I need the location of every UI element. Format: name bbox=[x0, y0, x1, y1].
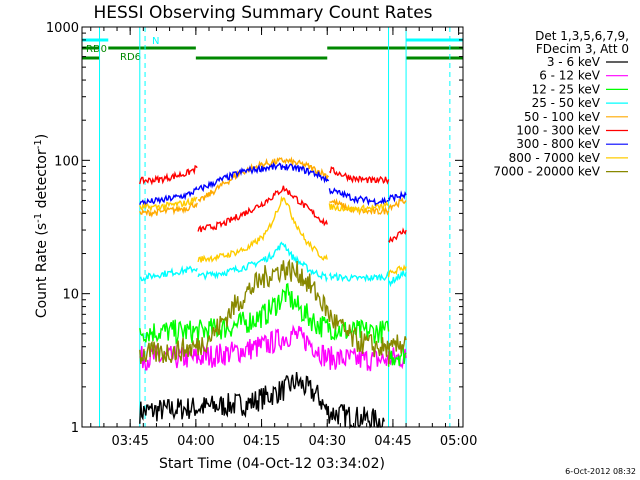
series-line-segment bbox=[328, 270, 390, 283]
series-line-segment bbox=[387, 334, 407, 365]
x-axis-label: Start Time (04-Oct-12 03:34:02) bbox=[159, 456, 385, 472]
y-tick-label: 100 bbox=[54, 154, 79, 169]
orbit-boundary-layer bbox=[99, 27, 451, 427]
flag-n: N bbox=[82, 36, 463, 47]
y-axis-label-exponent-1: -1 bbox=[33, 213, 44, 223]
flag-rd6: RD6 bbox=[82, 52, 463, 63]
series-25-50kev bbox=[139, 241, 407, 288]
flag-label: RD0 bbox=[86, 44, 107, 55]
series-line-segment bbox=[139, 258, 390, 365]
x-tick-label: 04:15 bbox=[243, 434, 280, 449]
x-tick-label: 05:00 bbox=[440, 434, 477, 449]
legend-entry-label: 800 - 7000 keV bbox=[509, 151, 601, 165]
flag-layer: N RD0 RD6 bbox=[82, 36, 463, 63]
generation-timestamp: 6-Oct-2012 08:32 bbox=[565, 467, 636, 476]
series-800-7000kev bbox=[139, 195, 407, 278]
series-line-segment bbox=[139, 282, 390, 345]
series-line-segment bbox=[387, 190, 407, 203]
y-tick-label: 10 bbox=[62, 288, 79, 303]
legend-entry-label: 3 - 6 keV bbox=[547, 55, 601, 69]
series-line-segment bbox=[139, 265, 198, 283]
series-3-6kev bbox=[139, 372, 385, 430]
y-tick-label: 1 bbox=[71, 421, 79, 436]
y-axis-label-end: ) bbox=[34, 134, 50, 139]
y-axis-label-exponent-2: -1 bbox=[33, 139, 44, 149]
series-300-800kev bbox=[139, 161, 407, 207]
y-axis-label: Count Rate (s-1 detector-1) bbox=[33, 134, 50, 318]
series-7000-20000kev bbox=[139, 258, 407, 365]
legend-entry-label: 25 - 50 keV bbox=[532, 96, 601, 110]
series-6-12kev bbox=[139, 324, 407, 372]
series-line-segment bbox=[139, 372, 385, 430]
legend-header-line: FDecim 3, Att 0 bbox=[536, 42, 629, 56]
legend: Det 1,3,5,6,7,9,FDecim 3, Att 03 - 6 keV… bbox=[493, 29, 629, 179]
legend-entry-label: 100 - 300 keV bbox=[516, 124, 600, 138]
legend-entry-label: 50 - 100 keV bbox=[524, 110, 601, 124]
flag-rd0: RD0 bbox=[82, 44, 463, 55]
series-line-segment bbox=[139, 201, 198, 218]
plot-frame bbox=[81, 26, 464, 428]
series-100-300kev bbox=[139, 165, 407, 244]
x-tick-label: 04:30 bbox=[309, 434, 346, 449]
series-line-segment bbox=[139, 165, 198, 186]
legend-header-line: Det 1,3,5,6,7,9, bbox=[535, 29, 629, 43]
flag-label: RD6 bbox=[120, 52, 141, 63]
legend-entry-label: 6 - 12 keV bbox=[539, 69, 601, 83]
x-tick-label: 04:45 bbox=[374, 434, 411, 449]
series-line-segment bbox=[139, 195, 198, 212]
series-layer bbox=[139, 156, 407, 430]
legend-entry-label: 300 - 800 keV bbox=[516, 137, 600, 151]
series-line-segment bbox=[197, 185, 328, 233]
x-tick-label: 04:00 bbox=[177, 434, 214, 449]
x-tick-label: 03:45 bbox=[111, 434, 148, 449]
series-line-segment bbox=[197, 195, 328, 263]
legend-entry-label: 12 - 25 keV bbox=[532, 82, 601, 96]
series-line-segment bbox=[197, 161, 330, 193]
flag-label: N bbox=[152, 36, 159, 47]
series-line-segment bbox=[387, 197, 407, 212]
y-axis-label-start: Count Rate (s bbox=[34, 223, 50, 318]
chart-title: HESSI Observing Summary Count Rates bbox=[93, 3, 432, 23]
series-line-segment bbox=[387, 264, 407, 278]
series-line-segment bbox=[139, 185, 198, 206]
tick-layer: 03:45 04:00 04:15 04:30 04:45 05:00 1 10 100 1000 bbox=[46, 21, 477, 449]
y-axis-label-middle: detector bbox=[34, 149, 50, 213]
series-line-segment bbox=[328, 200, 389, 215]
series-line-segment bbox=[388, 227, 407, 244]
y-tick-label: 1000 bbox=[46, 21, 79, 36]
series-line-segment bbox=[197, 241, 328, 283]
series-line-segment bbox=[328, 166, 390, 185]
legend-entry-label: 7000 - 20000 keV bbox=[493, 165, 600, 179]
series-line-segment bbox=[328, 187, 389, 207]
